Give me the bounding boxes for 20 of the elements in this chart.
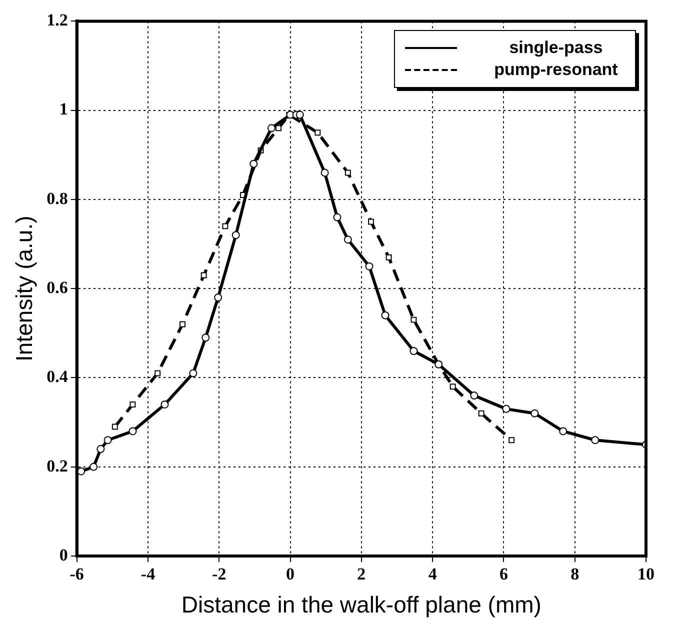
x-tick-label: 6	[499, 564, 508, 584]
legend-label: pump-resonant	[493, 60, 619, 80]
x-tick-label: -2	[212, 564, 226, 584]
x-tick-label: 10	[638, 564, 654, 584]
text: single-pass	[508, 38, 604, 58]
y-tick-label: 0.6	[46, 278, 68, 297]
y-tick-label: 0.4	[46, 367, 68, 386]
x-axis-title: Distance in the walk-off plane (mm)	[181, 592, 542, 618]
y-tick-label: 1	[59, 100, 68, 119]
y-axis-title: Intensity (a.u.)	[11, 216, 38, 362]
x-tick-label: 4	[428, 564, 438, 584]
y-tick-label: 0.2	[46, 456, 68, 476]
x-tick-label: 0	[286, 564, 295, 584]
y-tick-label: 0	[59, 545, 68, 564]
x-tick-label: 8	[570, 564, 580, 584]
x-tick-label: -4	[140, 564, 156, 584]
x-tick-label: 2	[357, 564, 366, 584]
x-tick-label: -6	[70, 564, 84, 584]
y-tick-label: 0.8	[46, 188, 68, 208]
y-tick-label: 1.2	[46, 10, 68, 30]
